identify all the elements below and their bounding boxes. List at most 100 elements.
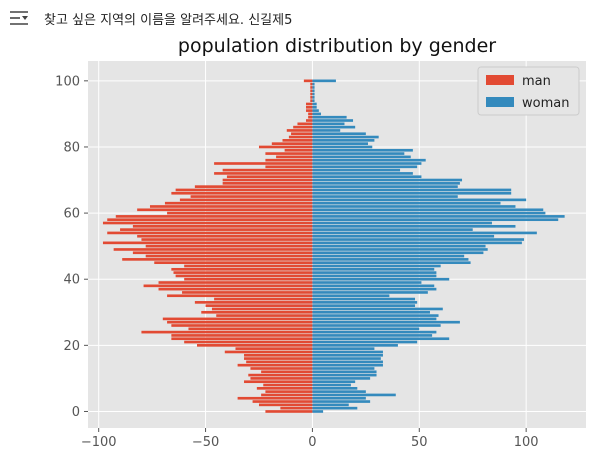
bar-woman (312, 238, 525, 241)
bar-man (132, 251, 313, 255)
bar-man (141, 238, 313, 241)
x-tick-label: −100 (81, 435, 117, 450)
bar-woman (312, 324, 441, 327)
bar-man (280, 406, 313, 410)
bar-woman (312, 165, 418, 169)
bar-man (252, 400, 313, 403)
bar-man (246, 360, 313, 364)
bar-man (137, 208, 313, 212)
bar-man (171, 334, 313, 337)
bar-woman (312, 221, 492, 225)
bar-woman (312, 158, 426, 162)
bar-man (171, 324, 313, 327)
bar-man (175, 188, 313, 192)
bar-man (237, 396, 313, 400)
bar-man (171, 191, 313, 195)
bar-woman (312, 248, 488, 251)
bar-woman (312, 178, 463, 182)
bar-woman (312, 125, 356, 129)
bar-man (145, 244, 313, 248)
bar-man (141, 330, 313, 334)
x-tick-label: 100 (514, 435, 539, 450)
bar-woman (312, 218, 559, 222)
bars (102, 79, 565, 413)
bar-woman (312, 148, 413, 152)
bar-man (143, 284, 313, 288)
bar-man (154, 261, 313, 265)
bar-man (214, 297, 313, 301)
legend-swatch-woman (486, 97, 514, 107)
bar-man (107, 218, 313, 222)
bar-woman (312, 112, 321, 116)
bar-woman (312, 383, 351, 387)
bar-woman (312, 82, 315, 86)
y-axis-ticks: 0 20 40 60 80 100 (55, 74, 88, 420)
bar-woman (312, 139, 375, 142)
bar-woman (312, 353, 383, 357)
bar-man (222, 182, 313, 185)
bar-woman (312, 314, 439, 317)
bar-man (122, 258, 313, 261)
bar-man (303, 79, 313, 83)
bar-woman (312, 347, 375, 350)
bar-woman (312, 251, 484, 255)
bar-man (167, 211, 313, 215)
bar-woman (312, 377, 371, 380)
bar-man (235, 347, 313, 350)
bar-woman (312, 201, 501, 205)
bar-woman (312, 244, 486, 248)
bar-man (162, 317, 313, 321)
bar-man (276, 155, 313, 159)
bar-man (107, 231, 313, 235)
bar-woman (312, 234, 495, 238)
bar-woman (312, 387, 358, 390)
bar-man (263, 383, 313, 387)
bar-man (224, 350, 313, 354)
bar-woman (312, 334, 433, 337)
bar-woman (312, 119, 354, 122)
legend-label-man: man (522, 74, 551, 89)
chart-title: population distribution by gender (178, 35, 496, 57)
bar-man (310, 92, 313, 96)
bar-woman (312, 224, 516, 228)
bar-woman (312, 390, 366, 393)
bar-man (250, 377, 313, 380)
x-tick-label: 50 (411, 435, 428, 450)
bar-woman (312, 261, 471, 265)
bar-man (171, 337, 313, 341)
bar-man (158, 281, 313, 284)
bar-man (171, 267, 313, 271)
bar-woman (312, 92, 315, 96)
bar-woman (312, 403, 349, 407)
bar-man (222, 168, 313, 172)
bar-woman (312, 410, 324, 413)
bar-man (250, 367, 313, 370)
bar-man (211, 307, 313, 311)
bar-woman (312, 241, 522, 245)
filter-sliders-icon[interactable] (8, 8, 30, 28)
bar-man (194, 185, 313, 188)
bar-man (244, 357, 313, 360)
bar-man (310, 89, 313, 93)
bar-woman (312, 135, 379, 139)
bar-woman (312, 109, 319, 112)
bar-man (179, 198, 313, 202)
bar-woman (312, 301, 418, 304)
bar-woman (312, 191, 512, 195)
bar-man (237, 363, 313, 367)
bar-woman (312, 264, 441, 268)
bar-man (214, 162, 313, 165)
bar-woman (312, 205, 516, 208)
bar-man (265, 152, 313, 155)
bar-woman (312, 373, 377, 377)
bar-woman (312, 215, 565, 218)
bar-woman (312, 294, 390, 298)
bar-man (258, 403, 313, 407)
bar-woman (312, 86, 315, 89)
bar-man (256, 387, 313, 390)
bar-woman (312, 344, 398, 347)
bar-woman (312, 400, 371, 403)
bar-man (188, 327, 313, 331)
bar-man (113, 248, 313, 251)
legend-label-woman: woman (522, 96, 569, 111)
